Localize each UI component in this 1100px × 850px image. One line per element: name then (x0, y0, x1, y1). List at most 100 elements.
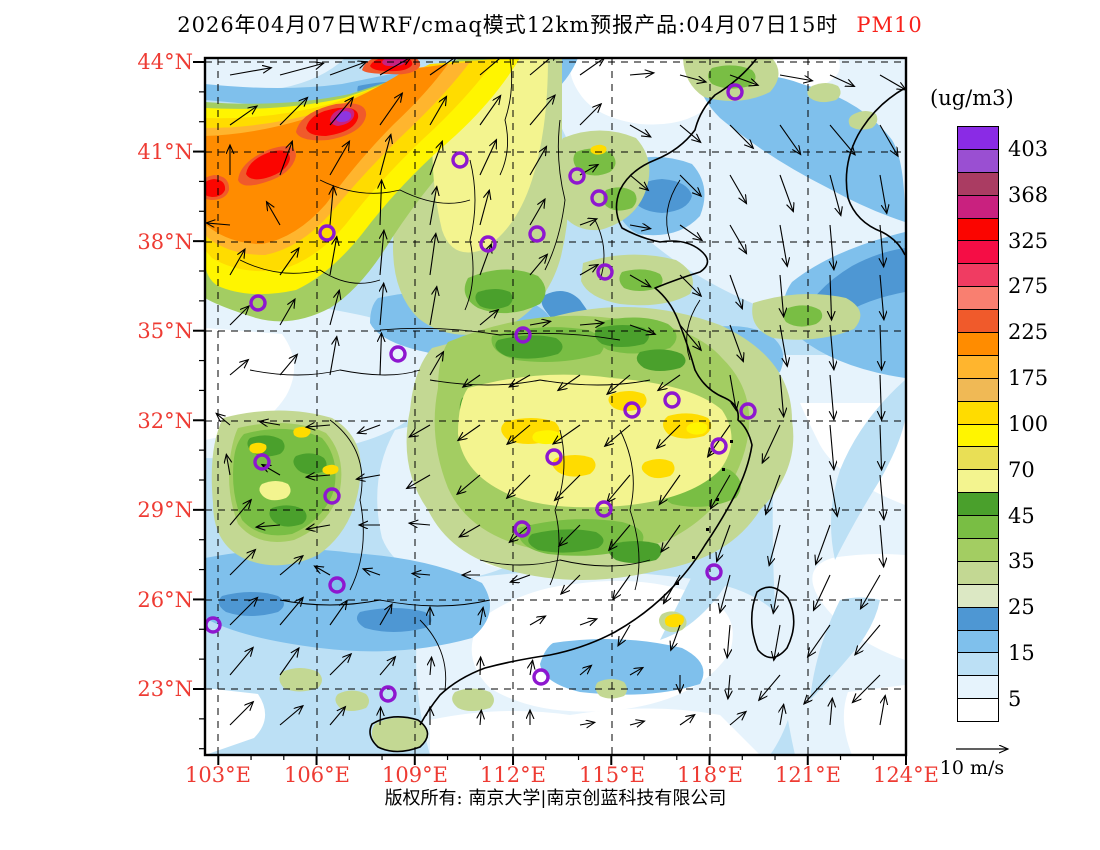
wind-arrow (759, 674, 781, 700)
wind-arrow (553, 424, 581, 444)
contour-region (608, 391, 647, 411)
colorbar-cell (957, 606, 999, 631)
wind-arrow (459, 524, 481, 537)
wind-arrow (529, 321, 551, 325)
wind-arrow (830, 698, 832, 726)
colorbar-cell (957, 240, 999, 265)
colorbar-cell (957, 583, 999, 608)
contour-region (249, 442, 267, 454)
wind-arrow (529, 616, 546, 626)
wind-arrow (363, 569, 381, 575)
wind-arrow (306, 475, 331, 477)
wind-arrow (507, 474, 531, 498)
island-dot (706, 528, 709, 531)
wind-arrow (479, 190, 489, 226)
wind-arrow (457, 474, 481, 494)
wind-arrow (880, 274, 884, 320)
wind-arrow (216, 413, 231, 426)
wind-arrow (559, 524, 581, 546)
contour-region (608, 541, 662, 563)
wind-arrow (629, 274, 651, 287)
contour-region (636, 349, 686, 371)
wind-arrow (226, 454, 230, 476)
station-marker (596, 263, 614, 281)
station-marker (379, 685, 397, 703)
wind-arrow (879, 174, 887, 213)
province-border (249, 369, 421, 376)
contour-region (708, 65, 756, 89)
wind-arrow (429, 141, 442, 176)
wind-arrow (830, 424, 834, 470)
colorbar-cell (957, 400, 999, 425)
province-border (544, 119, 566, 271)
contour-region (246, 150, 290, 180)
wind-arrow (729, 224, 747, 254)
contour-region (371, 717, 427, 751)
wind-arrow (429, 187, 437, 226)
contour-region (430, 708, 760, 755)
colorbar-cell (957, 194, 999, 219)
wind-arrow (429, 352, 444, 376)
island-dot (722, 468, 725, 471)
colorbar-cell (957, 652, 999, 677)
wind-arrow (480, 657, 481, 676)
wind-arrow (829, 174, 841, 216)
wind-arrow (769, 524, 781, 566)
contour-region (279, 668, 322, 692)
wind-vectors (206, 58, 906, 726)
wind-arrow (279, 597, 303, 626)
station-marker (389, 345, 407, 363)
colorbar-tick-label: 5 (1008, 687, 1022, 711)
contour-region (495, 335, 563, 359)
wind-arrow (558, 374, 581, 390)
wind-arrow (480, 710, 481, 726)
copyright-text: 版权所有: 南京大学|南京创蓝科技有限公司 (384, 788, 727, 809)
contour-region (573, 148, 616, 176)
colorbar-cell (957, 538, 999, 562)
wind-arrow (463, 374, 481, 387)
lat-tick-label: 32°N (137, 409, 193, 433)
wind-arrow (409, 424, 431, 437)
colorbar-cell (957, 492, 999, 517)
contour-region (848, 111, 878, 130)
wind-arrow (529, 58, 558, 76)
pollutant-label: PM10 (856, 13, 923, 37)
station-marker (328, 576, 346, 594)
wind-arrow (529, 146, 547, 176)
wind-arrow (774, 624, 781, 660)
colorbar-cell (957, 675, 999, 700)
wind-arrow (229, 106, 257, 126)
station-marker (514, 326, 532, 344)
wind-arrow (530, 660, 533, 676)
colorbar-tick-label: 403 (1008, 137, 1049, 161)
wind-arrow (629, 668, 643, 676)
contour-region (356, 608, 432, 632)
wind-arrow (629, 73, 654, 75)
island-dot (676, 582, 679, 585)
wind-arrow (229, 597, 258, 626)
wind-arrow (762, 424, 781, 463)
province-border (499, 58, 513, 176)
island-dot (692, 556, 695, 559)
colorbar-units-label: (ug/m3) (930, 86, 1014, 110)
wind-arrow (880, 474, 884, 520)
station-marker (451, 151, 469, 169)
lat-tick-label: 23°N (137, 677, 193, 701)
wind-arrow (314, 566, 331, 576)
wind-arrow (779, 74, 812, 81)
contour-region (452, 688, 494, 711)
wind-arrow (779, 174, 793, 212)
colorbar-cell (957, 515, 999, 540)
wind-arrow (880, 524, 884, 567)
colorbar-tick-label: 15 (1008, 641, 1035, 665)
colorbar-tick-label: 70 (1008, 458, 1035, 482)
lon-tick-label: 118°E (677, 763, 743, 787)
wind-arrow (679, 74, 706, 82)
contour-region (590, 144, 607, 155)
wind-arrow (729, 174, 747, 204)
colorbar-tick-label: 275 (1008, 274, 1049, 298)
wind-arrow (555, 474, 581, 500)
station-marker (545, 448, 563, 466)
wind-arrow (380, 180, 382, 226)
